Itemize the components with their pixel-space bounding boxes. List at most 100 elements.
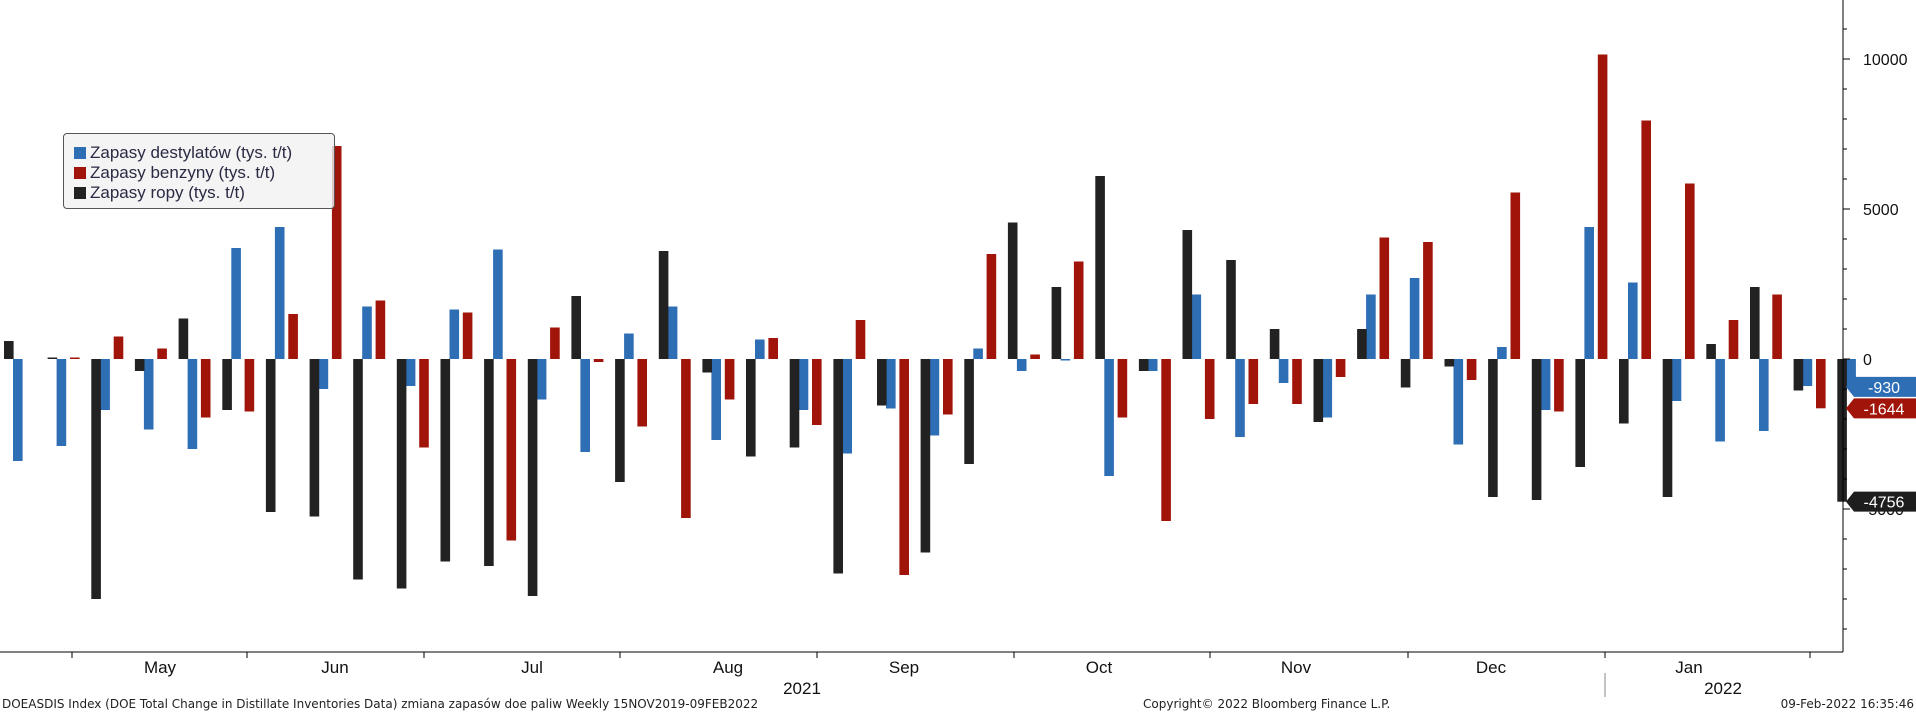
bar-distillates-34 [1497, 347, 1507, 359]
bar-distillates-21 [929, 359, 940, 436]
bar-distillates-12 [536, 359, 547, 400]
bar-crude-2 [91, 359, 101, 599]
bar-gasoline-11 [550, 327, 560, 359]
bar-crude-26 [1138, 359, 1149, 371]
legend-label-distillates: Zapasy destylatów (tys. t/t) [90, 143, 293, 162]
bar-gasoline-13 [637, 359, 647, 427]
bar-crude-15 [658, 251, 669, 359]
bar-gasoline-22 [1030, 354, 1040, 359]
bar-crude-1 [47, 357, 58, 359]
last-value-tag-gasoline [1846, 398, 1916, 419]
bar-gasoline-26 [1204, 359, 1215, 419]
bar-crude-14 [615, 359, 625, 482]
bar-crude-27 [1182, 230, 1193, 359]
bar-crude-5 [222, 359, 232, 410]
bar-distillates-42 [1846, 359, 1856, 387]
bar-gasoline-4 [244, 359, 255, 412]
x-year-label: 2021 [783, 679, 821, 698]
bar-gasoline-17 [812, 359, 822, 425]
legend-label-crude: Zapasy ropy (tys. t/t) [90, 183, 245, 202]
bar-distillates-7 [318, 359, 329, 389]
x-month-label: Dec [1476, 658, 1507, 677]
bar-distillates-27 [1191, 294, 1202, 359]
bar-distillates-22 [973, 348, 983, 359]
last-value-label-distillates: -930 [1868, 380, 1900, 397]
bar-gasoline-3 [200, 359, 211, 418]
footer-copyright: Copyright© 2022 Bloomberg Finance L.P. [1143, 697, 1391, 711]
bar-gasoline-28 [1292, 359, 1302, 404]
x-month-label: Oct [1086, 658, 1113, 677]
x-month-label: Sep [889, 658, 919, 677]
bar-distillates-36 [1584, 227, 1594, 359]
bar-gasoline-8 [419, 359, 429, 448]
bar-crude-13 [571, 296, 581, 359]
bar-crude-25 [1095, 176, 1105, 359]
bar-crude-33 [1444, 359, 1455, 367]
bar-gasoline-32 [1466, 359, 1477, 380]
legend-swatch-distillates [74, 147, 86, 159]
bar-crude-0 [4, 341, 14, 359]
bar-gasoline-40 [1816, 359, 1826, 409]
bar-distillates-37 [1628, 282, 1638, 359]
bar-gasoline-16 [768, 338, 778, 359]
bar-crude-20 [877, 359, 887, 406]
bar-crude-10 [440, 359, 451, 562]
bar-distillates-8 [362, 306, 372, 359]
bar-crude-3 [134, 359, 145, 371]
last-value-label-crude: -4756 [1864, 495, 1905, 512]
bar-crude-42 [1837, 359, 1847, 502]
bar-gasoline-19 [899, 359, 909, 575]
bar-distillates-6 [274, 227, 285, 359]
bar-distillates-23 [1016, 359, 1027, 371]
bar-crude-34 [1488, 359, 1498, 497]
bar-distillates-20 [886, 359, 896, 409]
bar-gasoline-38 [1728, 320, 1739, 359]
bar-distillates-3 [143, 359, 154, 430]
bar-gasoline-37 [1685, 183, 1695, 359]
bar-distillates-33 [1453, 359, 1464, 445]
bar-distillates-15 [667, 306, 678, 359]
bar-crude-16 [702, 359, 712, 373]
bar-distillates-14 [624, 333, 634, 359]
bar-crude-39 [1706, 344, 1716, 359]
chart-bars [4, 54, 1856, 599]
last-value-tag-distillates [1846, 376, 1916, 397]
bar-distillates-11 [493, 249, 503, 359]
bar-crude-41 [1793, 359, 1804, 391]
bar-crude-24 [1051, 287, 1062, 359]
legend-item-gasoline: Zapasy benzyny (tys. t/t) [74, 163, 324, 183]
bar-gasoline-23 [1073, 261, 1084, 359]
bar-gasoline-15 [724, 359, 735, 400]
bar-gasoline-18 [855, 320, 866, 359]
bar-crude-22 [964, 359, 974, 464]
bar-distillates-35 [1540, 359, 1551, 410]
bar-crude-31 [1357, 329, 1367, 359]
bar-gasoline-0 [70, 357, 80, 359]
bar-gasoline-24 [1117, 359, 1128, 418]
bar-crude-32 [1400, 359, 1411, 388]
x-year-label: 2022 [1704, 679, 1742, 698]
bar-distillates-0 [13, 359, 23, 461]
x-month-label: Jan [1675, 658, 1702, 677]
legend-item-crude: Zapasy ropy (tys. t/t) [74, 183, 324, 203]
bar-crude-40 [1750, 287, 1760, 359]
bar-distillates-17 [755, 339, 765, 359]
bar-crude-28 [1226, 260, 1236, 359]
bar-distillates-18 [798, 359, 809, 410]
last-value-label-gasoline: -1644 [1864, 401, 1905, 418]
bar-crude-19 [833, 359, 843, 574]
bar-crude-21 [920, 359, 931, 553]
bar-crude-17 [746, 359, 756, 457]
bar-distillates-29 [1278, 359, 1289, 383]
bar-crude-11 [484, 359, 494, 566]
bar-crude-36 [1575, 359, 1585, 467]
bar-gasoline-12 [593, 359, 604, 362]
footer-source: DOEASDIS Index (DOE Total Change in Dist… [2, 697, 759, 711]
bar-distillates-9 [405, 359, 416, 386]
bar-distillates-19 [842, 359, 852, 454]
bar-distillates-25 [1104, 359, 1114, 476]
bar-distillates-24 [1060, 359, 1071, 361]
x-month-label: Nov [1281, 658, 1312, 677]
